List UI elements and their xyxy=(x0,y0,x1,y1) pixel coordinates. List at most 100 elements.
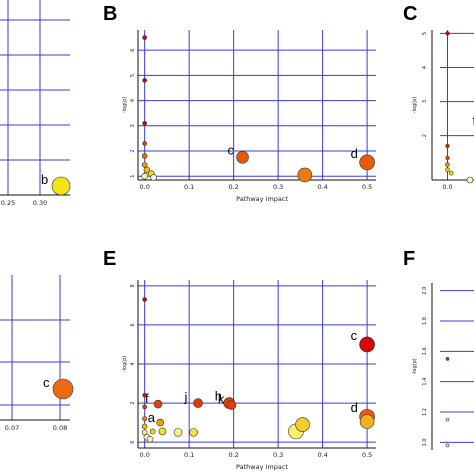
data-point xyxy=(141,172,148,180)
y-tick-label: 3 xyxy=(422,100,428,103)
data-point xyxy=(295,417,310,432)
data-point xyxy=(226,400,237,410)
point-label: j xyxy=(184,390,188,405)
x-tick-label: 0.25 xyxy=(1,199,15,207)
panel-b-plot: 0.0 0.1 0.2 0.3 0.4 0.5 1 2 3 4 5 6 Pathway impact -l… xyxy=(122,30,376,203)
y-axis-label: -log(p) xyxy=(122,97,128,114)
x-tick-label: 0.2 xyxy=(228,183,238,191)
data-point xyxy=(143,166,151,174)
y-tick-label: 2 xyxy=(422,134,428,137)
data-point xyxy=(445,162,450,167)
panel-letter-c: C xyxy=(403,3,417,25)
data-point xyxy=(445,417,450,422)
x-tick-label: 0.5 xyxy=(362,451,372,459)
point-label: b xyxy=(41,172,48,187)
y-tick-label: 1.8 xyxy=(422,317,428,325)
data-point xyxy=(142,297,147,302)
panel-a-plot: 0.25 0.30 b xyxy=(0,0,71,207)
x-tick-label: 0.2 xyxy=(228,451,238,459)
panel-f-plot: 1.0 1.2 1.4 1.6 1.8 2.0 -log(p) xyxy=(412,283,474,450)
x-tick-label: 0.07 xyxy=(5,424,19,432)
data-point xyxy=(193,398,203,408)
x-tick-label: 0.30 xyxy=(33,199,47,207)
y-tick-label: 1.4 xyxy=(422,378,428,386)
point-label: c xyxy=(228,142,235,157)
x-tick-label: 0.4 xyxy=(317,451,327,459)
data-point xyxy=(142,416,148,422)
point-label: f xyxy=(145,391,149,406)
x-tick-label: 0.0 xyxy=(442,183,452,191)
y-tick-label: 4 xyxy=(130,99,136,102)
y-tick-label: 6 xyxy=(130,49,136,52)
data-point xyxy=(142,141,147,146)
data-point xyxy=(142,78,147,83)
y-tick-label: 6 xyxy=(130,323,136,326)
y-axis-label: -log(p) xyxy=(412,97,418,114)
data-point xyxy=(52,378,74,400)
y-tick-label: 3 xyxy=(130,124,136,127)
data-point xyxy=(142,120,147,126)
y-tick-label: 1.6 xyxy=(422,347,428,355)
point-label: f xyxy=(473,113,474,128)
data-point xyxy=(141,429,148,436)
data-point xyxy=(146,435,154,443)
point-label: a xyxy=(148,410,156,425)
y-tick-label: 0 xyxy=(130,441,136,444)
data-point xyxy=(142,35,147,40)
point-label: c xyxy=(43,375,50,390)
data-point xyxy=(141,423,148,430)
data-point xyxy=(445,357,450,361)
data-point xyxy=(466,176,474,184)
panel-e-plot: 0.0 0.1 0.2 0.3 0.4 0.5 0 2 4 6 8 Pathway Impact -lo… xyxy=(122,280,376,471)
data-point xyxy=(359,336,375,353)
x-tick-label: 0.3 xyxy=(273,183,283,191)
data-point xyxy=(173,428,183,437)
panel-letter-b: B xyxy=(103,3,117,25)
data-point xyxy=(445,443,450,448)
x-tick-label: 0.1 xyxy=(184,451,194,459)
point-label: c xyxy=(351,328,358,343)
y-tick-label: 5 xyxy=(130,74,136,77)
data-point xyxy=(142,392,147,398)
data-point xyxy=(445,155,450,160)
y-tick-label: 1.2 xyxy=(422,408,428,416)
point-label: d xyxy=(351,146,358,161)
y-tick-label: 4 xyxy=(422,66,428,69)
data-point xyxy=(150,174,157,181)
y-tick-label: 2.0 xyxy=(422,287,428,295)
panel-d-plot: 0.07 0.08 c xyxy=(0,275,74,432)
y-tick-label: 4 xyxy=(130,362,136,365)
x-axis-label: Pathway Impact xyxy=(236,463,288,471)
data-point xyxy=(189,428,198,437)
data-point xyxy=(158,427,167,436)
x-tick-label: 0.4 xyxy=(317,183,327,191)
data-point xyxy=(445,31,450,36)
data-point xyxy=(51,176,71,196)
y-tick-label: 1 xyxy=(130,175,136,178)
y-tick-label: 1.0 xyxy=(422,438,428,446)
y-axis-label: -log(p) xyxy=(412,358,418,375)
y-tick-label: 8 xyxy=(130,284,136,287)
x-tick-label: 0.3 xyxy=(273,451,283,459)
x-axis-label: Pathway impact xyxy=(236,195,288,203)
x-tick-label: 0.5 xyxy=(362,183,372,191)
x-tick-label: 0.1 xyxy=(184,183,194,191)
y-axis-label: -log(p) xyxy=(122,356,128,373)
data-point xyxy=(141,162,148,168)
data-point xyxy=(297,167,313,183)
panel-letter-f: F xyxy=(403,248,415,270)
x-tick-label: 0.0 xyxy=(140,451,150,459)
data-point xyxy=(448,170,454,176)
panel-letter-e: E xyxy=(103,248,116,270)
data-point xyxy=(359,414,375,429)
data-point xyxy=(445,143,450,149)
data-point xyxy=(156,418,165,427)
data-point xyxy=(142,404,147,410)
y-tick-label: 5 xyxy=(422,32,428,35)
data-point xyxy=(359,154,375,171)
point-label: h xyxy=(215,389,222,404)
y-tick-label: 2 xyxy=(130,149,136,152)
data-point xyxy=(445,167,450,173)
